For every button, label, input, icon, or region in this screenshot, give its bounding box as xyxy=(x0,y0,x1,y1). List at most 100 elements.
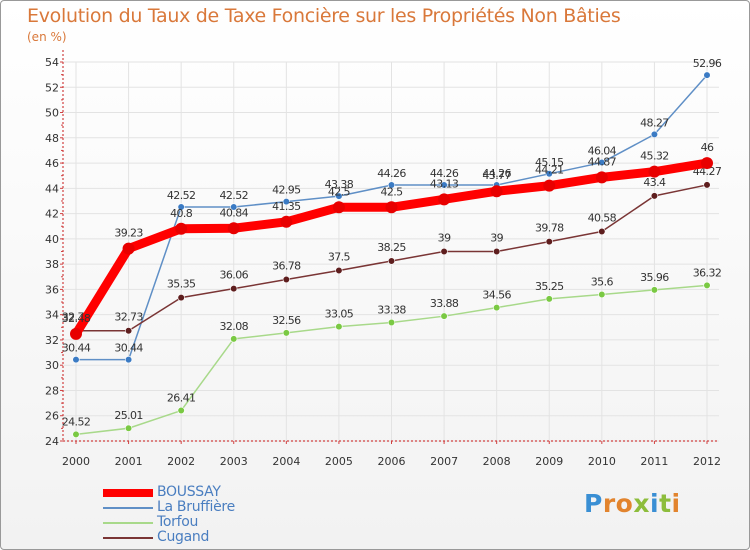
x-tick-label: 2005 xyxy=(325,455,353,468)
data-point xyxy=(177,406,185,415)
data-label: 45.32 xyxy=(640,150,669,163)
data-label: 42.5 xyxy=(380,185,403,198)
data-label: 36.32 xyxy=(693,266,722,279)
data-label: 36.06 xyxy=(220,269,249,282)
data-point xyxy=(335,323,343,331)
x-tick-label: 2008 xyxy=(483,455,511,468)
y-tick-label: 50 xyxy=(45,107,59,120)
data-point xyxy=(177,294,185,302)
y-tick-label: 32 xyxy=(45,334,59,347)
data-point xyxy=(387,318,396,327)
data-point xyxy=(335,192,343,200)
data-label: 32.48 xyxy=(62,312,91,325)
data-point xyxy=(227,222,240,235)
data-label: 38.25 xyxy=(377,241,406,254)
y-tick-label: 54 xyxy=(45,56,59,69)
data-label: 43.77 xyxy=(482,169,511,182)
data-label: 42.52 xyxy=(220,189,249,202)
series-torfou: 24.52 25.01 26.41 32.08 32.56 33.05 33.38 33.88… xyxy=(62,266,722,439)
y-tick-label: 34 xyxy=(45,309,59,322)
data-label: 33.88 xyxy=(430,297,459,310)
data-label: 40.84 xyxy=(220,206,249,219)
legend-label: La Bruffière xyxy=(157,499,235,515)
data-point xyxy=(703,181,711,189)
data-point xyxy=(124,424,133,432)
legend-label: Cugand xyxy=(157,529,210,545)
proxiti-logo: Proxiti xyxy=(584,489,681,518)
legend-item: Cugand xyxy=(103,529,303,545)
x-tick-label: 2010 xyxy=(588,455,616,468)
legend-swatch xyxy=(103,522,153,524)
legend-label: BOUSSAY xyxy=(157,484,221,500)
data-label: 42.52 xyxy=(167,189,196,202)
data-point xyxy=(650,130,659,138)
data-label: 32.08 xyxy=(220,320,249,333)
data-point xyxy=(493,247,501,256)
data-point xyxy=(72,356,80,364)
y-tick-label: 24 xyxy=(45,435,59,448)
data-label: 44.87 xyxy=(588,155,617,168)
data-point xyxy=(230,285,238,293)
data-label: 35.6 xyxy=(591,275,614,288)
legend-item: Torfou xyxy=(103,514,303,530)
data-label: 39 xyxy=(438,232,451,245)
legend-item: BOUSSAY xyxy=(103,484,303,500)
x-tick-label: 2009 xyxy=(535,455,563,468)
x-tick-label: 2004 xyxy=(272,455,300,468)
series-boussay: 32.48 39.23 40.8 40.84 41.35 42.5 42.5 43.13 43.… xyxy=(62,141,715,340)
data-label: 25.01 xyxy=(114,409,143,422)
data-label: 26.41 xyxy=(167,392,196,405)
data-point xyxy=(124,327,133,335)
legend-item: La Bruffière xyxy=(103,499,303,515)
data-point xyxy=(703,281,711,289)
data-point xyxy=(230,203,238,211)
x-tick-label: 2011 xyxy=(640,455,668,468)
y-tick-label: 42 xyxy=(45,208,59,221)
data-label: 30.44 xyxy=(114,342,143,355)
data-label: 43.4 xyxy=(643,176,666,189)
data-label: 45.15 xyxy=(535,156,564,169)
data-label: 40.58 xyxy=(588,212,617,225)
legend-swatch xyxy=(103,537,153,539)
data-point xyxy=(598,158,606,167)
data-label: 34.56 xyxy=(482,289,511,302)
data-label: 44.26 xyxy=(430,167,459,180)
data-point xyxy=(335,266,343,275)
data-label: 37.5 xyxy=(328,250,351,263)
data-point xyxy=(72,430,80,439)
data-point xyxy=(440,247,448,256)
y-tick-label: 46 xyxy=(45,157,59,170)
data-label: 42.95 xyxy=(272,184,301,197)
data-point xyxy=(650,286,659,294)
data-point xyxy=(122,242,135,255)
data-label: 35.35 xyxy=(167,278,196,291)
data-label: 35.25 xyxy=(535,280,564,293)
data-point xyxy=(703,71,711,79)
data-label: 32.56 xyxy=(272,314,301,327)
data-point xyxy=(440,312,448,320)
data-label: 52.96 xyxy=(693,57,722,70)
y-tick-label: 30 xyxy=(45,359,59,372)
data-point xyxy=(650,192,659,200)
data-label: 44.26 xyxy=(377,167,406,180)
data-point xyxy=(280,215,293,228)
data-point xyxy=(177,203,185,211)
data-point xyxy=(490,185,503,198)
data-point xyxy=(385,201,398,214)
data-point xyxy=(648,165,661,178)
data-point xyxy=(332,201,345,214)
data-point xyxy=(598,227,606,236)
data-point xyxy=(545,238,553,246)
y-tick-label: 26 xyxy=(45,410,59,423)
data-label: 35.96 xyxy=(640,271,669,284)
data-point xyxy=(282,197,290,206)
data-label: 36.78 xyxy=(272,260,301,273)
y-tick-label: 44 xyxy=(45,182,59,195)
data-point xyxy=(124,356,133,364)
data-point xyxy=(175,222,188,235)
data-label: 32.73 xyxy=(114,311,143,324)
data-point xyxy=(598,290,606,299)
data-label: 42.5 xyxy=(328,185,351,198)
